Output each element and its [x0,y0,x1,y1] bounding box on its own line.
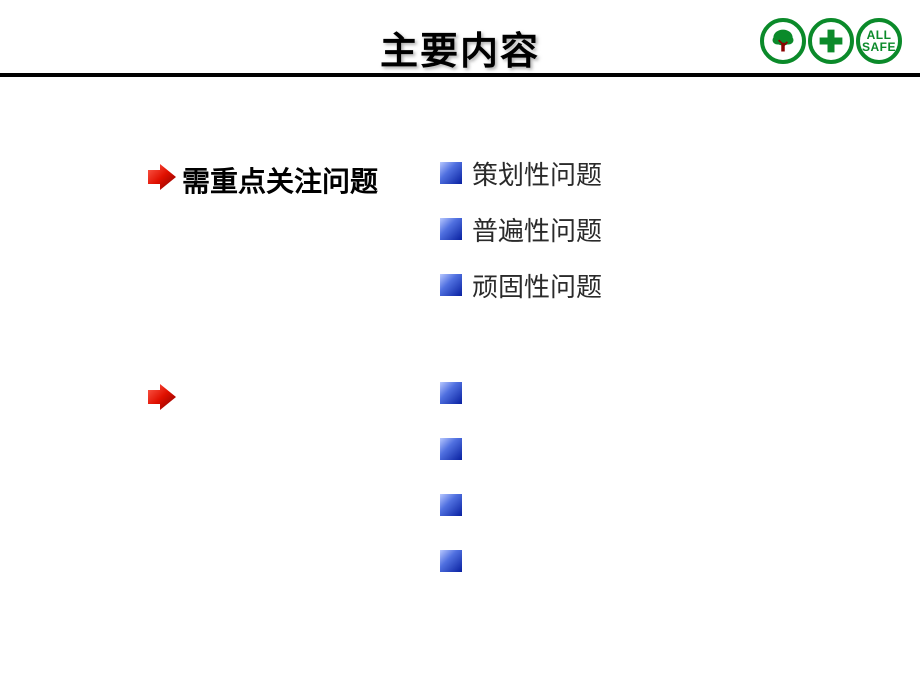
plus-icon [808,18,854,64]
list-item [440,546,472,576]
section-2 [148,380,182,410]
square-icon [440,162,462,184]
header-divider [0,73,920,77]
section-1: 需重点关注问题 [148,160,378,200]
allsafe-line2: SAFE [862,41,896,53]
arrow-icon [148,164,176,190]
allsafe-icon: ALL SAFE [856,18,902,64]
square-icon [440,382,462,404]
list-item: 策划性问题 [440,158,602,188]
list-item: 普遍性问题 [440,214,602,244]
square-icon [440,550,462,572]
sublist-1: 策划性问题 普遍性问题 顽固性问题 [440,158,602,300]
list-item [440,490,472,520]
sub-item-label: 普遍性问题 [472,211,602,248]
square-icon [440,218,462,240]
square-icon [440,438,462,460]
square-icon [440,494,462,516]
sublist-2 [440,378,472,576]
slide-header: 主要内容 ALL SAFE [0,0,920,76]
header-icons: ALL SAFE [760,18,902,64]
sub-item-label: 策划性问题 [472,155,602,192]
list-item [440,378,472,408]
slide-title: 主要内容 [380,20,540,75]
section-1-label: 需重点关注问题 [182,160,378,200]
sub-item-label: 顽固性问题 [472,267,602,304]
square-icon [440,274,462,296]
list-item: 顽固性问题 [440,270,602,300]
tree-icon [760,18,806,64]
list-item [440,434,472,464]
arrow-icon [148,384,176,410]
